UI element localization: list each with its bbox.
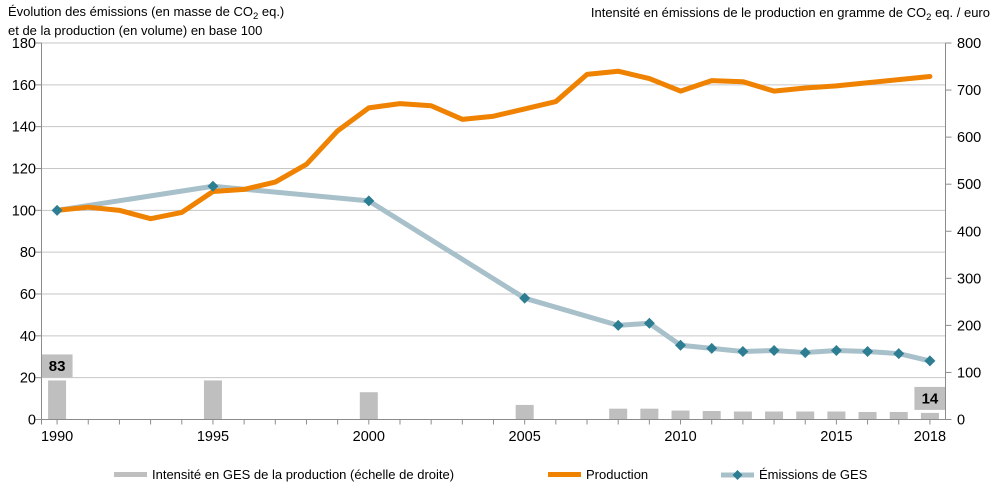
bar-label-1990: 83 xyxy=(49,358,66,375)
emissions-marker-2013 xyxy=(768,344,780,356)
intensity-bars xyxy=(48,380,939,420)
emissions-marker-2014 xyxy=(799,347,811,359)
emissions-marker-2009 xyxy=(643,317,655,329)
x-tick-2018: 2018 xyxy=(914,429,946,445)
legend-item-emissions: Émissions de GES xyxy=(719,467,867,482)
intensity-bar-2005 xyxy=(515,404,534,420)
bar-label-2018: 14 xyxy=(922,390,939,407)
bar-value-labels: 83 14 xyxy=(41,354,946,410)
left-axis-title-line2: et de la production (en volume) en base … xyxy=(8,23,263,38)
emissions-marker-2005 xyxy=(519,292,531,304)
x-tick-2005: 2005 xyxy=(509,429,541,445)
emissions-marker-2016 xyxy=(862,346,874,358)
emissions-marker-1990 xyxy=(51,204,63,216)
emissions-marker-1995 xyxy=(207,180,219,192)
production-line-swatch-icon xyxy=(548,472,581,477)
intensity-bar-2013 xyxy=(765,411,784,420)
intensity-bar-2008 xyxy=(609,408,628,420)
right-tick-400: 400 xyxy=(957,224,981,240)
intensity-bar-2017 xyxy=(889,411,908,420)
intensity-bar-2014 xyxy=(796,411,815,420)
left-tick-20: 20 xyxy=(20,371,36,387)
right-tick-300: 300 xyxy=(957,271,981,287)
right-tick-200: 200 xyxy=(957,318,981,334)
emissions-line-swatch-icon xyxy=(721,469,754,480)
right-axis-tick-labels: 0 100 200 300 400 500 600 700 800 xyxy=(957,36,981,429)
intensity-bar-2012 xyxy=(733,411,752,420)
intensity-bar-1990 xyxy=(48,380,67,420)
left-tick-0: 0 xyxy=(28,413,36,429)
left-tick-180: 180 xyxy=(12,36,36,52)
left-tick-40: 40 xyxy=(20,329,36,345)
right-tick-0: 0 xyxy=(957,413,965,429)
x-tick-1995: 1995 xyxy=(197,429,229,445)
legend-label-intensity: Intensité en GES de la production (échel… xyxy=(152,467,455,482)
emissions-marker-2010 xyxy=(675,339,687,351)
production-line xyxy=(54,68,933,222)
emissions-marker-2008 xyxy=(612,319,624,331)
left-axis-title-line1: Évolution des émissions (en masse de CO2… xyxy=(8,4,285,22)
x-tick-1990: 1990 xyxy=(41,429,73,445)
left-tick-100: 100 xyxy=(12,203,36,219)
chart-legend: Intensité en GES de la production (échel… xyxy=(0,467,1000,491)
intensity-bar-2018 xyxy=(920,412,939,420)
right-tick-700: 700 xyxy=(957,83,981,99)
right-tick-100: 100 xyxy=(957,365,981,381)
emissions-marker-2011 xyxy=(706,342,718,354)
x-tick-2000: 2000 xyxy=(353,429,385,445)
axes xyxy=(35,42,952,425)
emissions-marker-2015 xyxy=(830,344,842,356)
intensity-bar-2011 xyxy=(702,411,721,420)
legend-label-production: Production xyxy=(586,467,649,482)
emissions-marker-2017 xyxy=(893,348,905,360)
intensity-bar-2009 xyxy=(640,408,659,420)
right-tick-600: 600 xyxy=(957,130,981,146)
x-tick-2010: 2010 xyxy=(664,429,696,445)
right-axis-title: Intensité en émissions de le production … xyxy=(590,5,990,23)
x-tick-2015: 2015 xyxy=(820,429,852,445)
intensity-bar-2016 xyxy=(858,411,877,420)
left-tick-120: 120 xyxy=(12,162,36,178)
left-tick-160: 160 xyxy=(12,78,36,94)
intensity-bar-1995 xyxy=(203,380,222,420)
intensity-bar-2010 xyxy=(671,410,690,420)
x-axis-tick-labels: 1990 1995 2000 2005 2010 2015 2018 xyxy=(41,429,946,445)
emissions-markers xyxy=(51,180,936,367)
emissions-line xyxy=(54,183,933,364)
legend-item-intensity: Intensité en GES de la production (échel… xyxy=(112,467,454,482)
emissions-marker-2018 xyxy=(924,355,936,367)
left-axis-tick-labels: 0 20 40 60 80 100 120 140 160 180 xyxy=(12,36,36,429)
right-tick-500: 500 xyxy=(957,177,981,193)
bar-label-box-1990 xyxy=(41,354,73,378)
left-tick-60: 60 xyxy=(20,287,36,303)
intensity-bar-2000 xyxy=(359,392,378,420)
intensity-bar-2015 xyxy=(827,411,846,420)
legend-item-production: Production xyxy=(546,467,648,482)
bar-label-box-2018 xyxy=(914,386,946,410)
combo-chart-canvas: 8314020406080100120140160180010020030040… xyxy=(12,36,981,445)
left-tick-140: 140 xyxy=(12,120,36,136)
left-axis-title: Évolution des émissions (en masse de CO2… xyxy=(8,3,284,39)
intensity-bar-swatch-icon xyxy=(114,472,147,477)
right-tick-800: 800 xyxy=(957,36,981,52)
emissions-marker-2000 xyxy=(363,195,375,207)
legend-label-emissions: Émissions de GES xyxy=(759,467,868,482)
gridlines xyxy=(41,42,946,379)
emissions-marker-2012 xyxy=(737,346,749,358)
left-tick-80: 80 xyxy=(20,245,36,261)
